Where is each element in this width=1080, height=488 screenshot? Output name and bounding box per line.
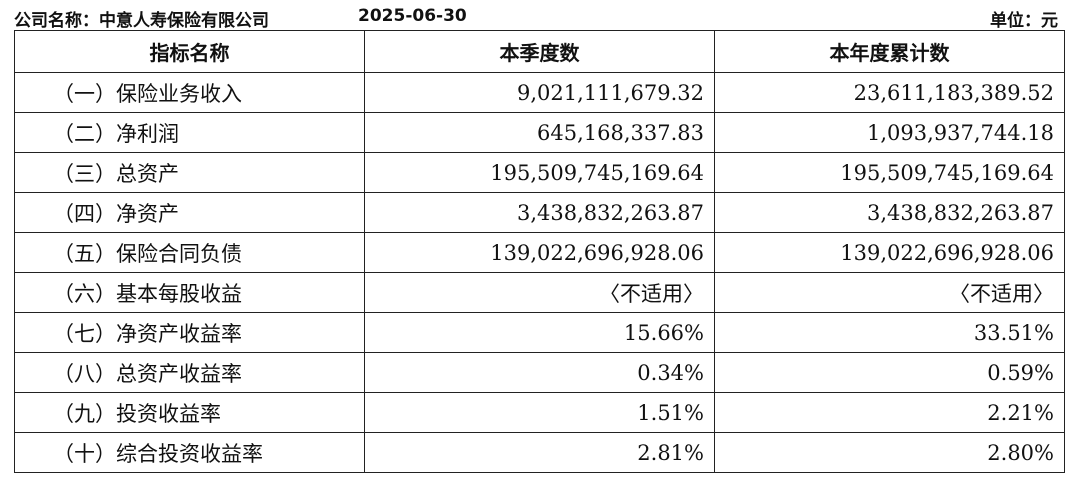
indicator-name: （二）净利润: [14, 112, 365, 153]
indicator-name: （四）净资产: [14, 192, 365, 233]
ytd-value: 0.59%: [714, 352, 1065, 393]
quarter-value: 195,509,745,169.64: [364, 152, 715, 193]
quarter-value: 1.51%: [364, 392, 715, 433]
table-row: （三）总资产 195,509,745,169.64 195,509,745,16…: [14, 152, 1065, 193]
table-row: （四）净资产 3,438,832,263.87 3,438,832,263.87: [14, 192, 1065, 233]
quarter-value: 〈不适用〉: [364, 272, 715, 313]
indicator-name: （七）净资产收益率: [14, 312, 365, 353]
quarter-value: 645,168,337.83: [364, 112, 715, 153]
ytd-value: 2.80%: [714, 432, 1065, 473]
ytd-value: 1,093,937,744.18: [714, 112, 1065, 153]
table-row: （二）净利润 645,168,337.83 1,093,937,744.18: [14, 112, 1065, 153]
currency-unit: 单位：元: [990, 11, 1058, 31]
quarter-value: 3,438,832,263.87: [364, 192, 715, 233]
indicator-name: （十）综合投资收益率: [14, 432, 365, 473]
table-row: （九）投资收益率 1.51% 2.21%: [14, 392, 1065, 433]
ytd-value: 23,611,183,389.52: [714, 72, 1065, 113]
column-header-indicator: 指标名称: [14, 30, 365, 73]
table-row: （五）保险合同负债 139,022,696,928.06 139,022,696…: [14, 232, 1065, 273]
ytd-value: 139,022,696,928.06: [714, 232, 1065, 273]
table-row: （八）总资产收益率 0.34% 0.59%: [14, 352, 1065, 393]
column-header-year-to-date: 本年度累计数: [714, 30, 1065, 73]
table-row: （七）净资产收益率 15.66% 33.51%: [14, 312, 1065, 353]
quarter-value: 9,021,111,679.32: [364, 72, 715, 113]
ytd-value: 3,438,832,263.87: [714, 192, 1065, 233]
report-date: 2025-06-30: [358, 6, 467, 26]
ytd-value: 〈不适用〉: [714, 272, 1065, 313]
table-row: （六）基本每股收益 〈不适用〉 〈不适用〉: [14, 272, 1065, 313]
table-row: （十）综合投资收益率 2.81% 2.80%: [14, 432, 1065, 473]
company-name: 公司名称：中意人寿保险有限公司: [14, 11, 269, 31]
quarter-value: 139,022,696,928.06: [364, 232, 715, 273]
report-header: 公司名称：中意人寿保险有限公司 2025-06-30 单位：元: [0, 0, 1080, 31]
table-row: （一）保险业务收入 9,021,111,679.32 23,611,183,38…: [14, 72, 1065, 113]
ytd-value: 33.51%: [714, 312, 1065, 353]
indicator-name: （三）总资产: [14, 152, 365, 193]
quarter-value: 15.66%: [364, 312, 715, 353]
indicator-name: （一）保险业务收入: [14, 72, 365, 113]
indicator-name: （六）基本每股收益: [14, 272, 365, 313]
ytd-value: 2.21%: [714, 392, 1065, 433]
column-header-quarter: 本季度数: [364, 30, 715, 73]
ytd-value: 195,509,745,169.64: [714, 152, 1065, 193]
table-header-row: 指标名称 本季度数 本年度累计数: [14, 30, 1065, 73]
indicator-name: （九）投资收益率: [14, 392, 365, 433]
indicator-name: （五）保险合同负债: [14, 232, 365, 273]
quarter-value: 2.81%: [364, 432, 715, 473]
financial-indicators-table: 指标名称 本季度数 本年度累计数 （一）保险业务收入 9,021,111,679…: [14, 30, 1065, 473]
quarter-value: 0.34%: [364, 352, 715, 393]
indicator-name: （八）总资产收益率: [14, 352, 365, 393]
